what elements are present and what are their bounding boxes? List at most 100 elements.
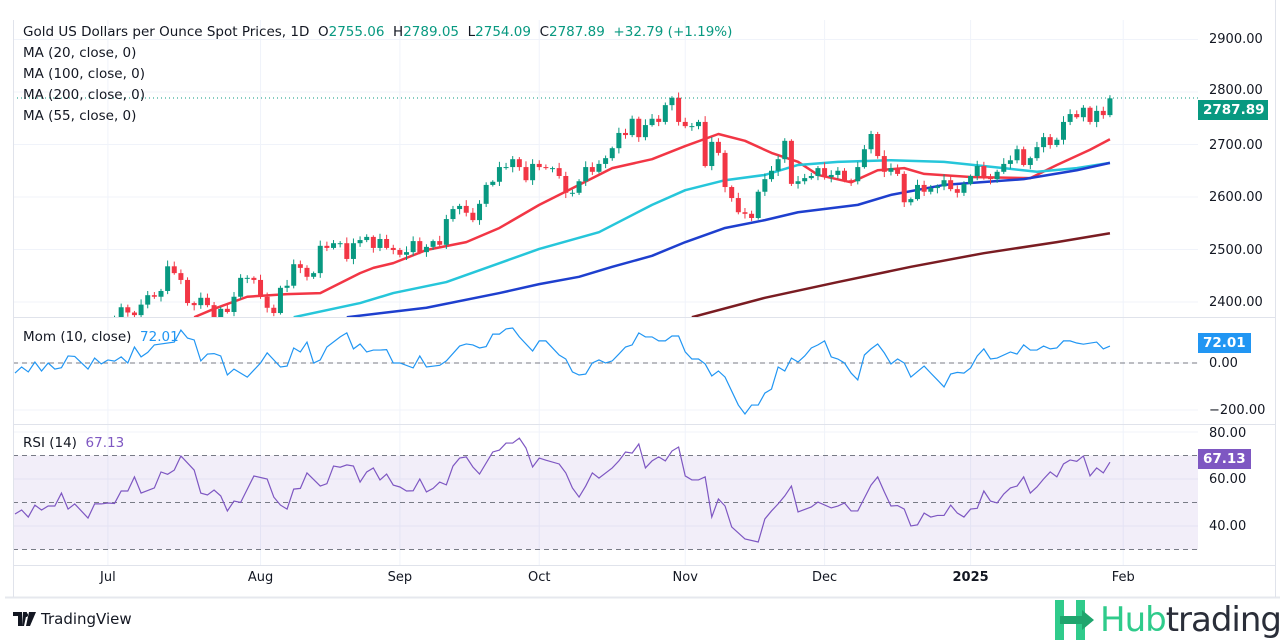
candle [417,237,423,255]
candle-body [523,167,529,181]
candle [1014,145,1020,164]
candle [145,290,151,309]
candle [423,244,429,257]
candle [636,116,642,142]
candle [987,173,993,185]
candle [715,138,721,156]
candle [788,139,794,186]
candle-body [311,273,317,277]
mom-legend[interactable]: Mom (10, close) 72.01 [23,327,179,348]
candle [218,306,224,317]
candle-body [749,213,755,218]
price-tick: 2500.00 [1209,243,1263,258]
candle [523,161,529,183]
candle [317,240,323,278]
candle-body [331,243,337,248]
candle [662,102,668,125]
candle [782,138,788,163]
candle [921,180,927,196]
price-tick: 2700.00 [1209,138,1263,153]
candle-body [662,105,668,122]
candle [331,240,337,250]
candle [775,155,781,176]
candle-body [563,176,569,193]
candle-body [583,167,589,182]
candle-body [1054,139,1060,146]
candle-body [264,296,270,308]
open-value: 2755.06 [328,24,385,40]
candle-body [649,118,655,126]
candle [198,292,204,309]
symbol-legend[interactable]: Gold US Dollars per Ounce Spot Prices, 1… [23,24,733,40]
ma200-line [691,231,1111,317]
candle [676,92,682,126]
candle-body [742,212,748,214]
candle [138,299,144,317]
candle-body [410,241,416,253]
candle-body [808,176,814,179]
rsi-tick: 40.00 [1209,519,1247,534]
candle-body [477,203,483,221]
candle-body [636,118,642,138]
candle [384,234,390,250]
candle [762,173,768,196]
candle-body [709,141,715,167]
low-value: 2754.09 [475,24,531,40]
candle-body [417,241,423,253]
time-tick: Feb [1111,570,1135,585]
candle-body [835,170,841,175]
tradingview-logo[interactable]: TradingView [13,610,132,628]
candle [370,235,376,253]
tradingview-wordmark: TradingView [41,610,132,628]
candle-body [118,307,124,317]
candle-body [470,212,476,221]
candle [530,159,536,185]
candle [324,241,330,252]
candle [311,271,317,279]
candle-body [198,297,204,306]
candle [238,274,244,300]
ma20-legend[interactable]: MA (20, close, 0) [23,45,137,61]
candle-body [1041,137,1047,148]
candle [1080,105,1086,122]
rsi-title: RSI (14) [23,435,77,451]
candle-body [609,148,615,159]
candle-body [510,159,516,168]
candle [211,302,217,317]
candle-body [941,180,947,187]
candle [483,182,489,207]
candle-body [496,167,502,182]
candle [563,171,569,199]
candle-body [901,173,907,203]
candle [948,175,954,192]
candle-body [271,307,277,314]
candle [344,237,350,262]
candle [669,96,675,111]
ma100-legend[interactable]: MA (100, close, 0) [23,66,146,82]
rsi-legend[interactable]: RSI (14) 67.13 [23,433,124,454]
candle [350,238,356,265]
candle-body [1074,114,1080,118]
candle-body [277,287,283,314]
candle-body [715,141,721,153]
candle-body [244,277,250,279]
mom-legend-value: 72.01 [140,329,179,345]
ma55-line [293,159,1111,317]
ma200-legend[interactable]: MA (200, close, 0) [23,87,146,103]
candle [1027,156,1033,170]
candle [861,145,867,169]
candle [709,137,715,171]
last-price-badge: 2787.89 [1198,100,1268,120]
candle [410,236,416,256]
candle [304,265,310,281]
chart-canvas[interactable] [0,0,1287,600]
candle-body [702,121,708,167]
ma55-legend[interactable]: MA (55, close, 0) [23,108,137,124]
candle [171,261,177,275]
candle [191,301,197,311]
candle-body [722,152,728,188]
hubtrading-h-icon [1055,600,1094,640]
candle-body [443,219,449,245]
candle-body [828,174,834,178]
candle-body [696,121,702,127]
